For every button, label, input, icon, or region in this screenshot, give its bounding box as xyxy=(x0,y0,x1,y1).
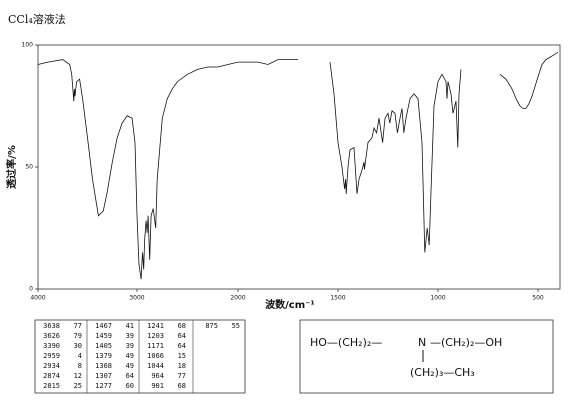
peak-wavenumber: 1277 xyxy=(95,382,112,390)
peak-transmittance: 79 xyxy=(74,332,82,340)
peak-wavenumber: 2874 xyxy=(43,372,60,380)
peak-wavenumber: 1044 xyxy=(147,362,164,370)
peak-transmittance: 39 xyxy=(126,332,134,340)
peak-wavenumber: 1467 xyxy=(95,322,112,330)
spectrum-line xyxy=(37,51,559,280)
structure-branch: (CH₂)₃—CH₃ xyxy=(410,366,475,379)
x-tick-label: 500 xyxy=(532,295,544,302)
peak-transmittance: 39 xyxy=(126,342,134,350)
peak-wavenumber: 1171 xyxy=(147,342,164,350)
peak-transmittance: 68 xyxy=(178,382,186,390)
peak-transmittance: 49 xyxy=(126,352,134,360)
y-tick-label: 100 xyxy=(22,42,34,49)
peak-wavenumber: 2959 xyxy=(43,352,60,360)
peak-wavenumber: 1203 xyxy=(147,332,164,340)
peak-transmittance: 8 xyxy=(78,362,82,370)
peak-transmittance: 64 xyxy=(126,372,134,380)
x-tick-label: 2000 xyxy=(230,295,245,302)
x-axis-label: 波数/cm⁻¹ xyxy=(265,298,315,311)
peak-wavenumber: 3626 xyxy=(43,332,60,340)
plot-frame xyxy=(37,44,561,290)
peak-wavenumber: 901 xyxy=(151,382,164,390)
peak-transmittance: 30 xyxy=(74,342,82,350)
structure-left: HO—(CH₂)₂— xyxy=(310,336,382,349)
peak-transmittance: 55 xyxy=(232,322,240,330)
peak-wavenumber: 1066 xyxy=(147,352,164,360)
peak-wavenumber: 3638 xyxy=(43,322,60,330)
peak-wavenumber: 964 xyxy=(151,372,164,380)
peak-wavenumber: 2815 xyxy=(43,382,60,390)
peak-transmittance: 77 xyxy=(74,322,82,330)
peak-wavenumber: 1368 xyxy=(95,362,112,370)
y-axis-label: 透过率/% xyxy=(5,145,18,189)
peak-transmittance: 68 xyxy=(178,322,186,330)
peak-wavenumber: 875 xyxy=(205,322,218,330)
y-tick-label: 50 xyxy=(25,164,33,171)
peak-transmittance: 60 xyxy=(126,382,134,390)
chart-title: CCl₄溶液法 xyxy=(8,12,66,26)
peak-transmittance: 18 xyxy=(178,362,186,370)
structure-right: —(CH₂)₂—OH xyxy=(430,336,502,349)
peak-wavenumber: 1241 xyxy=(147,322,164,330)
structure-n: N xyxy=(418,336,426,349)
peak-wavenumber: 2934 xyxy=(43,362,60,370)
peak-wavenumber: 1307 xyxy=(95,372,112,380)
peak-transmittance: 64 xyxy=(178,332,186,340)
peak-transmittance: 49 xyxy=(126,362,134,370)
structure-box xyxy=(299,319,554,394)
y-tick-label: 0 xyxy=(29,286,33,293)
peak-transmittance: 77 xyxy=(178,372,186,380)
x-tick-label: 1000 xyxy=(430,295,445,302)
peak-wavenumber: 1405 xyxy=(95,342,112,350)
x-tick-label: 4000 xyxy=(30,295,45,302)
peak-transmittance: 41 xyxy=(126,322,134,330)
peak-wavenumber: 3390 xyxy=(43,342,60,350)
peak-wavenumber: 1459 xyxy=(95,332,112,340)
peak-transmittance: 15 xyxy=(178,352,186,360)
peak-transmittance: 12 xyxy=(74,372,82,380)
peak-transmittance: 64 xyxy=(178,342,186,350)
x-tick-label: 1500 xyxy=(330,295,345,302)
x-tick-label: 3000 xyxy=(129,295,144,302)
peak-transmittance: 4 xyxy=(78,352,82,360)
peak-wavenumber: 1379 xyxy=(95,352,112,360)
peak-table-box xyxy=(34,319,246,394)
peak-transmittance: 25 xyxy=(74,382,82,390)
